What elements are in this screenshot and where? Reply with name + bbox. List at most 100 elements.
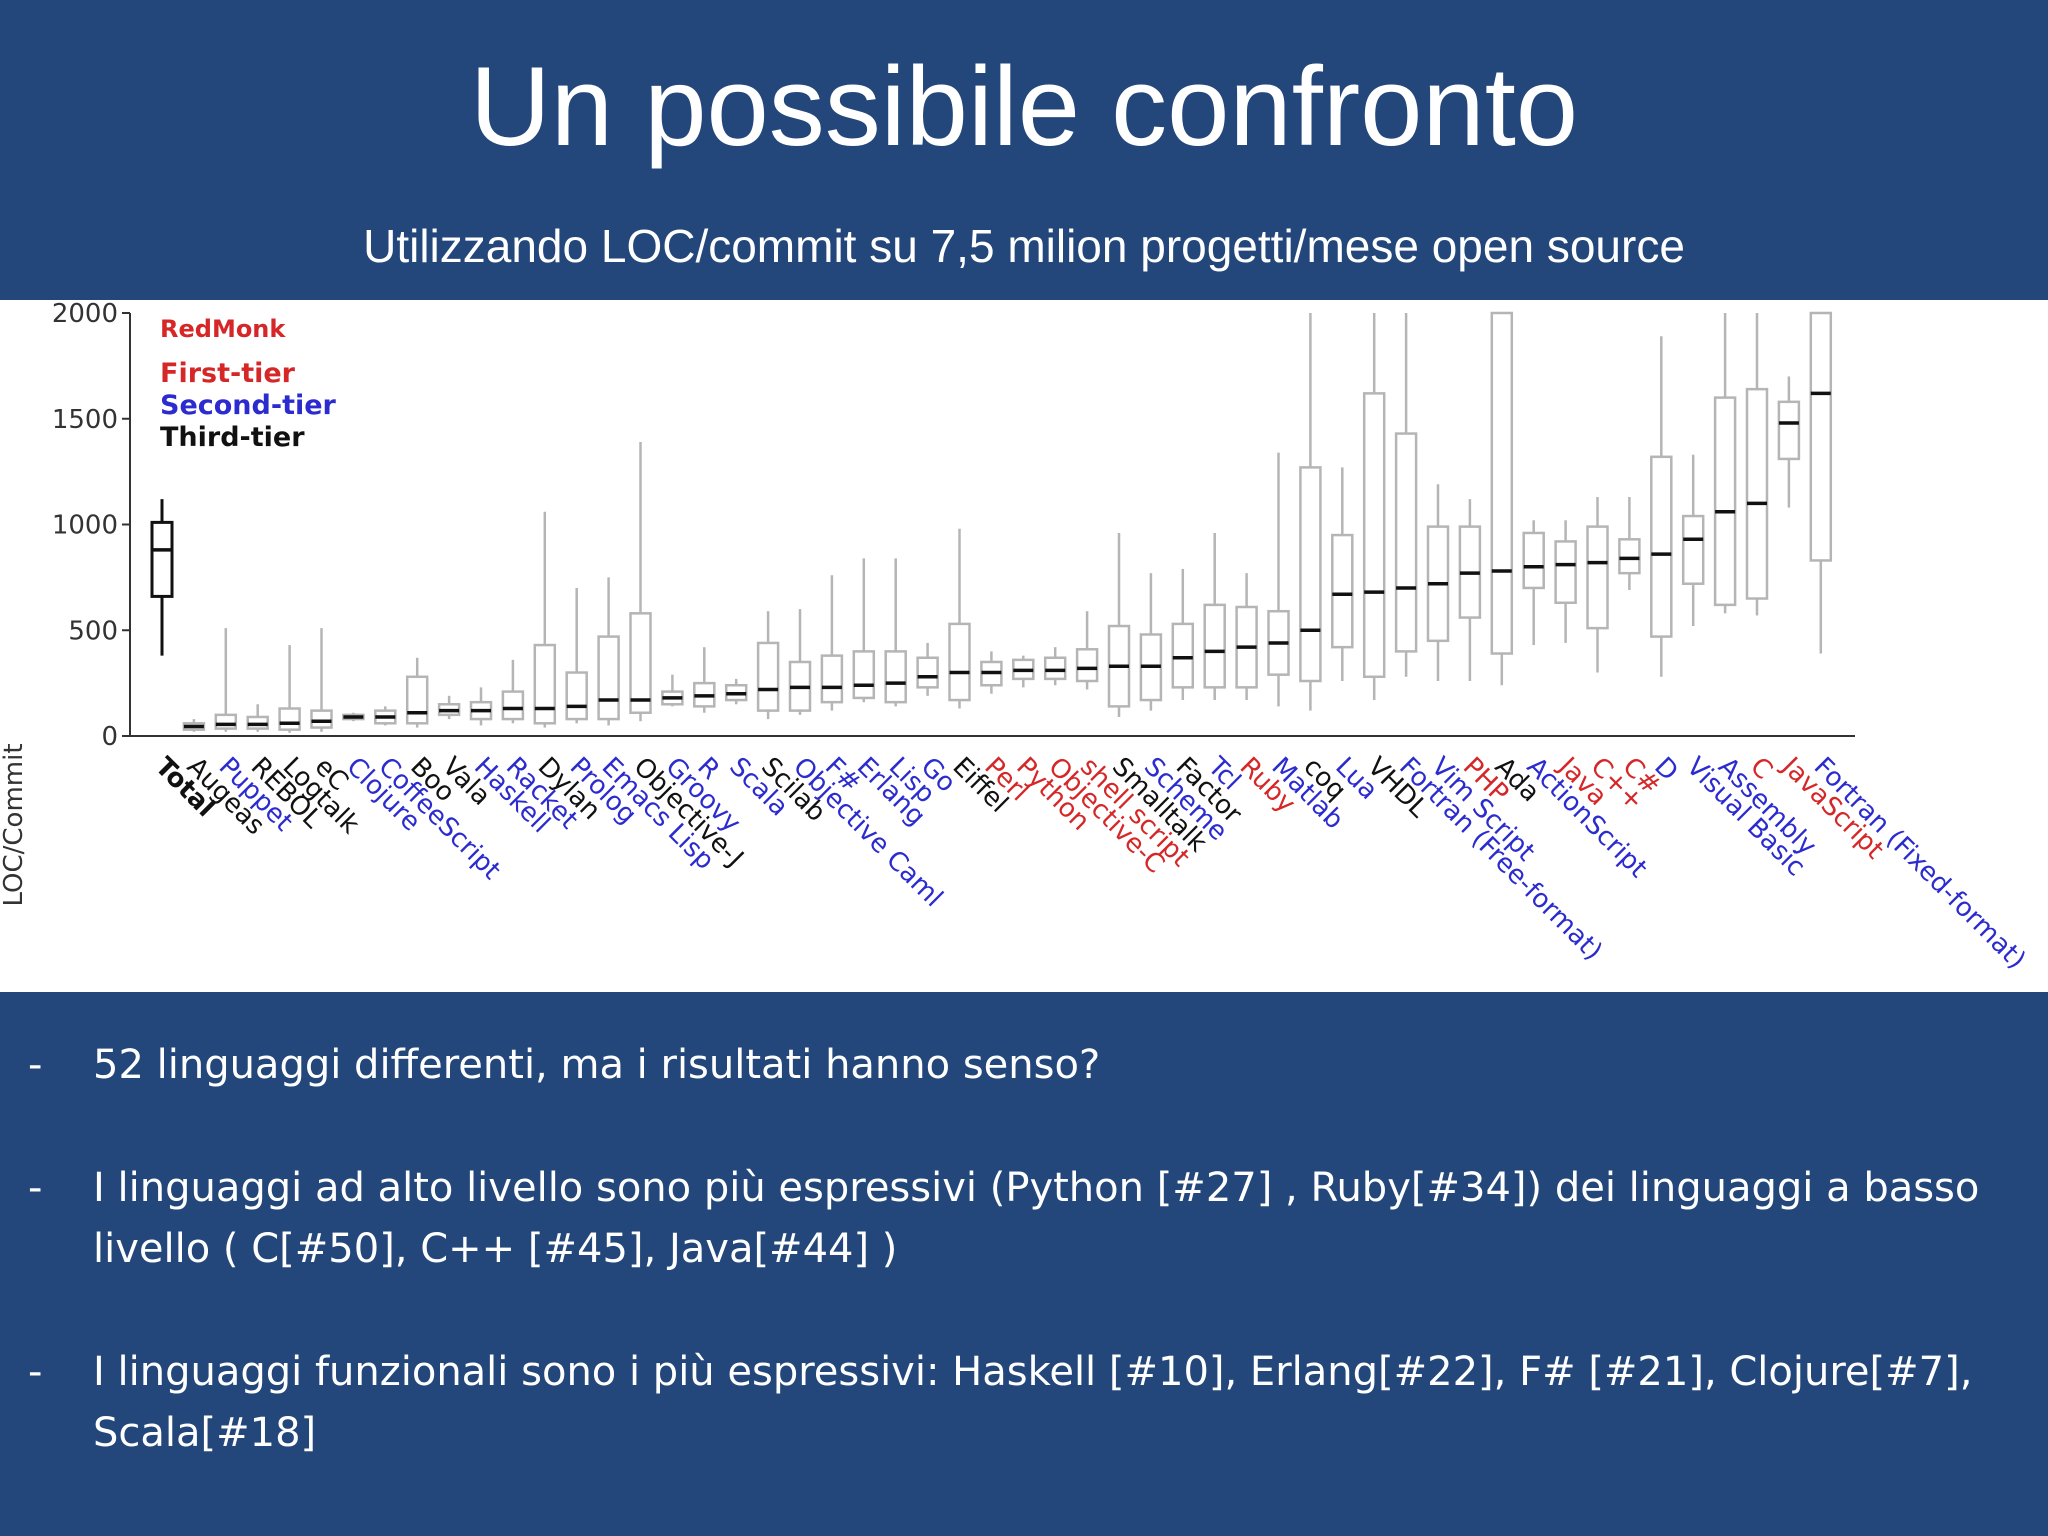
box-iqr	[629, 612, 652, 714]
box-scala	[724, 678, 748, 705]
bullet-dash: -	[28, 1349, 43, 1395]
box-iqr	[1681, 514, 1705, 585]
box-iqr	[756, 641, 780, 712]
slide-title: Un possibile confronto	[469, 44, 1579, 169]
box-c	[1745, 313, 1769, 616]
redmonk-logo: RedMonk	[160, 315, 286, 343]
box-smalltalk	[1107, 532, 1131, 717]
y-axis-label: LOC/Commit	[0, 743, 29, 906]
box-assembly	[1713, 313, 1737, 614]
bullet-text: I linguaggi funzionali sono i più espres…	[93, 1349, 1973, 1456]
box-iqr	[214, 713, 238, 730]
box-iqr	[948, 622, 971, 702]
box-scheme	[1139, 573, 1163, 711]
box-boo	[405, 657, 429, 728]
box-matlab	[1267, 452, 1290, 707]
box-factor	[1171, 568, 1195, 701]
x-tick-labels: TotalAugeasPuppetREBOLLogtalkeCClojureCo…	[149, 750, 2031, 975]
box-actionscript	[1522, 520, 1545, 646]
y-tick-label: 0	[101, 722, 118, 752]
box-iqr	[1745, 387, 1769, 600]
box-puppet	[214, 628, 238, 732]
box-iqr	[533, 643, 557, 725]
box-java	[1554, 520, 1577, 643]
box-ruby	[1235, 573, 1258, 701]
box-augeas	[182, 719, 206, 732]
box-objective-caml	[788, 609, 812, 715]
box-iqr	[884, 650, 907, 704]
box-iqr	[1394, 432, 1418, 653]
bullet-text: I linguaggi ad alto livello sono più esp…	[93, 1165, 1980, 1272]
bullet-text: 52 linguaggi differenti, ma i risultati …	[93, 1042, 1101, 1088]
box-erlang	[852, 558, 876, 703]
legend-third-tier: Third-tier	[160, 422, 305, 453]
box-iqr	[1554, 540, 1577, 605]
y-tick-label: 1000	[52, 511, 118, 541]
box-iqr	[1171, 622, 1195, 689]
box-racket	[501, 659, 525, 724]
y-tick-label: 500	[68, 616, 118, 646]
box-iqr	[501, 690, 525, 721]
box-scilab	[756, 611, 780, 720]
box-logtalk	[278, 645, 301, 733]
box-d	[1650, 336, 1673, 677]
box-iqr	[1586, 525, 1609, 630]
slide-subtitle: Utilizzando LOC/commit su 7,5 milion pro…	[363, 220, 1685, 272]
box-ec	[310, 628, 333, 732]
box-coffeescript	[374, 706, 397, 726]
boxplot-chart: 0 500 1000 1500 2000 TotalAugeasPuppetREBOLL…	[0, 300, 2031, 975]
box-iqr	[1203, 603, 1226, 689]
box-r	[693, 647, 716, 713]
boxes	[150, 311, 1833, 733]
box-lisp	[884, 558, 907, 707]
box-vala	[437, 695, 461, 720]
box-go	[916, 642, 939, 696]
box-perl	[980, 651, 1003, 694]
box-haskell	[469, 687, 493, 726]
box-javascript	[1777, 376, 1801, 508]
box-objective-c	[1043, 647, 1067, 686]
bullet-dash: -	[28, 1042, 43, 1088]
box-rebol	[246, 704, 269, 732]
box-iqr	[852, 650, 876, 700]
box-coq	[1299, 313, 1322, 711]
box-c-	[1586, 497, 1609, 673]
box-iqr	[1809, 311, 1833, 562]
box-iqr	[278, 707, 301, 731]
box-prolog	[565, 587, 588, 724]
box-fortran-free-format-	[1394, 313, 1418, 677]
box-iqr	[1331, 533, 1354, 649]
bullet-dash: -	[28, 1165, 43, 1211]
box-iqr	[1713, 396, 1737, 607]
box-iqr	[820, 654, 844, 704]
box-shell-script	[1075, 611, 1099, 690]
box-iqr	[310, 709, 333, 729]
box-iqr	[597, 635, 620, 721]
box-iqr	[1650, 455, 1673, 638]
box-ada	[1490, 311, 1514, 686]
box-python	[1012, 655, 1035, 688]
box-clojure	[342, 712, 365, 722]
box-fortran-fixed-format-	[1809, 311, 1833, 654]
box-iqr	[1043, 656, 1067, 681]
box-php	[1458, 499, 1482, 682]
box-iqr	[1618, 538, 1641, 575]
box-iqr	[1075, 648, 1099, 683]
box-eiffel	[948, 528, 971, 709]
box-iqr	[916, 656, 939, 689]
x-tick-label: Fortran (Fixed-format)	[1808, 752, 2031, 975]
chart-panel: 0 500 1000 1500 2000 Total Augeas Puppet REBOL L…	[0, 300, 2048, 992]
box-iqr	[565, 671, 588, 721]
box-lua	[1331, 467, 1354, 682]
box-f-	[820, 575, 844, 711]
box-total	[150, 499, 174, 656]
box-iqr	[405, 675, 429, 725]
box-iqr	[1362, 392, 1386, 679]
y-tick-label: 2000	[52, 300, 118, 329]
axes: 0 500 1000 1500 2000	[52, 300, 1855, 752]
box-visual-basic	[1681, 454, 1705, 627]
box-iqr	[1490, 311, 1514, 655]
legend-second-tier: Second-tier	[160, 390, 337, 421]
legend-first-tier: First-tier	[160, 358, 296, 389]
